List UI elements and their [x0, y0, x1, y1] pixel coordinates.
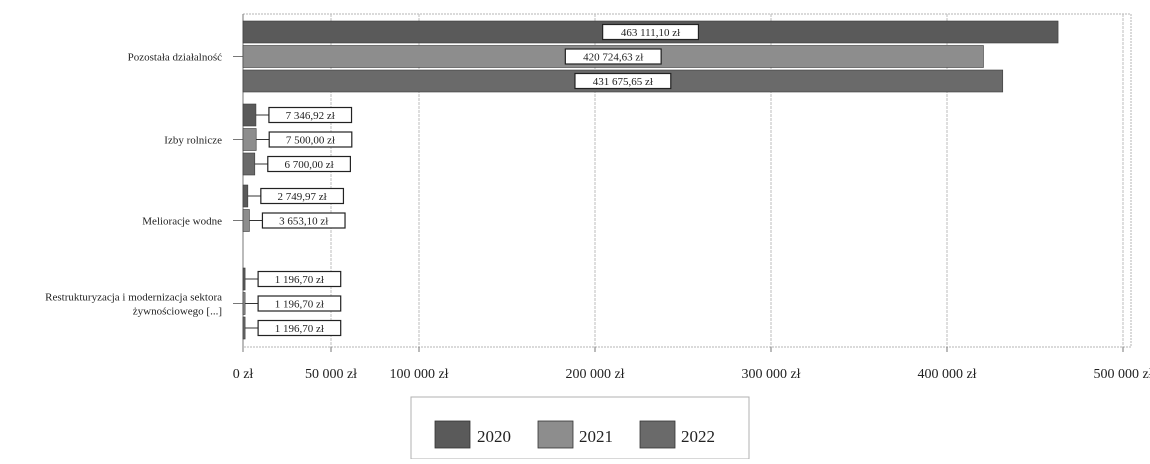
- data-label-box: [574, 72, 672, 90]
- legend-label: 2021: [579, 427, 613, 446]
- data-label: 6 700,00 zł: [284, 159, 333, 171]
- data-label-box: [260, 187, 345, 205]
- data-label-box: [564, 48, 662, 65]
- category-label: Pozostała działalność: [128, 52, 223, 64]
- category-label: Restrukturyzacja i modernizacja sektora: [45, 292, 222, 304]
- x-tick-label: 400 000 zł: [917, 367, 976, 382]
- bar-2022: [242, 316, 246, 340]
- bar-2020: [242, 184, 249, 208]
- data-label: 420 724,63 zł: [583, 52, 643, 64]
- data-label: 1 196,70 zł: [275, 274, 324, 286]
- category-label: żywnościowego [...]: [133, 306, 222, 318]
- data-label: 1 196,70 zł: [275, 299, 324, 311]
- bar-2021: [242, 209, 250, 232]
- x-tick-label: 50 000 zł: [305, 367, 357, 382]
- legend-swatch-2022: [639, 420, 676, 449]
- x-tick-label: 200 000 zł: [565, 367, 624, 382]
- category-label: Izby rolnicze: [164, 135, 222, 147]
- bar-2020: [242, 103, 257, 127]
- x-tick-label: 0 zł: [233, 367, 254, 382]
- legend-swatch-2020: [434, 420, 471, 449]
- data-label-box: [602, 23, 700, 41]
- data-label: 463 111,10 zł: [621, 27, 680, 39]
- data-label: 7 500,00 zł: [286, 135, 335, 147]
- data-label: 2 749,97 zł: [278, 191, 327, 203]
- x-tick-label: 300 000 zł: [741, 367, 800, 382]
- data-label: 3 653,10 zł: [279, 216, 328, 228]
- data-label-box: [268, 106, 353, 124]
- data-label: 1 196,70 zł: [275, 323, 324, 335]
- data-label-box: [261, 212, 346, 229]
- category-label: Melioracje wodne: [142, 216, 222, 228]
- x-tick-label: 500 000 zł: [1093, 367, 1150, 382]
- legend-swatch-2021: [537, 420, 574, 449]
- legend-label: 2022: [681, 427, 715, 446]
- data-label-box: [257, 295, 342, 312]
- bar-2020: [242, 267, 246, 291]
- data-label-box: [257, 270, 342, 288]
- bar-2021: [242, 128, 257, 151]
- data-label: 431 675,65 zł: [593, 76, 653, 88]
- x-tick-label: 100 000 zł: [389, 367, 448, 382]
- bar-2021: [242, 292, 246, 315]
- bar-2022: [242, 152, 256, 176]
- legend-label: 2020: [477, 427, 511, 446]
- data-label-box: [268, 131, 353, 148]
- data-label-box: [267, 155, 351, 173]
- data-label-box: [257, 319, 342, 337]
- data-label: 7 346,92 zł: [286, 110, 335, 122]
